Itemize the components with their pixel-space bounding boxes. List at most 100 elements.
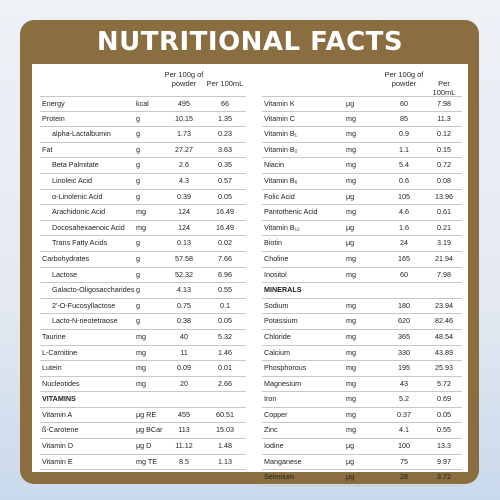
- left-column-header: Per 100g of powder Per 100mL: [40, 68, 246, 96]
- right-column: Per 100g of powder Per 100mL Vitamin K μg…: [262, 68, 462, 486]
- nutrient-name: Vitamin K: [264, 99, 295, 108]
- value-per-100g: 5.2: [399, 394, 409, 404]
- value-per-100g: 57.58: [175, 253, 193, 263]
- value-per-100ml: 0.05: [437, 409, 451, 419]
- value-per-100g: 40: [180, 331, 188, 341]
- nutrient-unit: mg: [346, 378, 356, 388]
- value-per-100g: 4.13: [177, 285, 191, 295]
- nutrient-name: Zinc: [264, 425, 278, 435]
- value-per-100g: 113: [178, 425, 190, 435]
- nutrient-row: Phosphorous mg 195 25.93: [262, 361, 462, 377]
- nutrient-unit: mg: [346, 269, 356, 279]
- nutrient-name: Calcium: [264, 347, 290, 357]
- value-per-100ml: 7.98: [437, 269, 451, 279]
- nutrient-unit: g: [136, 144, 140, 154]
- nutrient-row: Vitamin B₁ mg 0.9 0.12: [262, 127, 462, 143]
- nutrient-row: Vitamin B₂ mg 1.1 0.15: [262, 143, 462, 159]
- value-per-100ml: 0.69: [437, 394, 451, 404]
- nutrient-row: Galacto-Oligosaccharides g 4.13 0.55: [40, 283, 246, 299]
- value-per-100g: 11: [180, 347, 188, 357]
- nutrient-row: Niacin mg 5.4 0.72: [262, 158, 462, 174]
- value-per-100ml: 13.3: [437, 441, 451, 451]
- value-per-100g: 0.6: [399, 175, 409, 185]
- nutrient-name: Vitamin E: [42, 456, 73, 466]
- value-per-100g: 365: [398, 331, 410, 341]
- nutrient-name: Folic Acid: [264, 191, 295, 201]
- value-per-100g: 100: [398, 441, 410, 451]
- nutrient-name: 2'-O-Fucosyllactose: [52, 300, 116, 310]
- value-per-100ml: 7.66: [218, 253, 232, 263]
- page-title: NUTRITIONAL FACTS: [96, 27, 404, 57]
- nutrient-row: Protein g 10.15 1.35: [40, 112, 246, 128]
- nutrient-name: Lacto-N-neotetraose: [52, 316, 118, 326]
- value-per-100g: 0.37: [397, 409, 411, 419]
- nutrient-row: Vitamin C mg 85 11.3: [262, 112, 462, 128]
- nutrient-unit: μg BCar: [136, 425, 163, 435]
- value-per-100g: 0.13: [177, 238, 191, 248]
- nutrient-name: Sodium: [264, 300, 289, 310]
- nutrient-row: Selenium μg 28 3.72: [262, 470, 462, 486]
- nutrient-row: Chloride mg 365 48.54: [262, 330, 462, 346]
- nutrient-unit: g: [136, 160, 140, 170]
- per-100ml-header: Per 100mL: [432, 79, 456, 97]
- nutrient-name: Vitamin B₂: [264, 144, 298, 154]
- nutrient-row: Lutein mg 0.09 0.01: [40, 361, 246, 377]
- nutrient-row: Choline mg 165 21.94: [262, 252, 462, 268]
- value-per-100ml: 3.63: [218, 144, 232, 154]
- nutrient-name: Iron: [264, 394, 277, 404]
- nutrient-unit: g: [136, 191, 140, 201]
- nutrient-unit: mg: [346, 316, 356, 326]
- value-per-100ml: 0.21: [437, 222, 451, 232]
- value-per-100ml: 66: [221, 99, 229, 108]
- value-per-100g: 85: [400, 113, 408, 123]
- nutrient-unit: μg RE: [136, 409, 157, 419]
- nutrient-row: Taurine mg 40 5.32: [40, 330, 246, 346]
- nutrient-row: Vitamin E mg TE 8.5 1.13: [40, 455, 246, 471]
- nutrient-row: L-Carnitine mg 11 1.46: [40, 346, 246, 362]
- nutrient-name: Phosphorous: [264, 363, 307, 373]
- nutrient-row: Arachidonic Acid mg 124 16.49: [40, 205, 246, 221]
- nutrient-name: α-Linolenic Acid: [52, 191, 103, 201]
- nutrient-name: Magnesium: [264, 378, 302, 388]
- nutrient-name: Potassium: [264, 316, 298, 326]
- value-per-100g: 10.15: [175, 113, 193, 123]
- nutrient-name: Choline: [264, 253, 289, 263]
- nutrient-unit: μg D: [136, 441, 152, 451]
- nutrient-row: Vitamin B₆ mg 0.6 0.08: [262, 174, 462, 190]
- value-per-100g: 43: [400, 378, 408, 388]
- nutrient-unit: μg: [346, 222, 355, 232]
- nutrient-row: Biotin μg 24 3.19: [262, 236, 462, 252]
- nutrient-name: Manganese: [264, 456, 302, 466]
- nutrient-unit: mg: [346, 113, 356, 123]
- value-per-100ml: 0.57: [218, 175, 232, 185]
- per-100g-header: Per 100g of powder: [164, 70, 204, 88]
- nutrient-row: Lactose g 52.32 6.96: [40, 268, 246, 284]
- value-per-100g: 495: [178, 99, 190, 108]
- value-per-100g: 195: [398, 363, 410, 373]
- nutrient-unit: mg: [346, 207, 356, 217]
- nutrient-row: Beta Palmitate g 2.6 0.35: [40, 158, 246, 174]
- value-per-100g: 4.1: [399, 425, 409, 435]
- nutrient-name: Protein: [42, 113, 65, 123]
- value-per-100ml: 16.49: [216, 222, 234, 232]
- nutrient-name: Niacin: [264, 160, 284, 170]
- nutrient-name: ß-Carotene: [42, 425, 79, 435]
- nutrient-unit: μg: [346, 99, 355, 108]
- value-per-100g: 0.38: [177, 316, 191, 326]
- nutrient-row: Linoleic Acid g 4.3 0.57: [40, 174, 246, 190]
- nutrient-name: alpha-Lactalbumin: [52, 129, 111, 139]
- nutrient-name: Copper: [264, 409, 288, 419]
- nutrient-name: Vitamin B₆: [264, 175, 298, 185]
- nutrient-unit: g: [136, 129, 140, 139]
- nutrient-unit: mg: [136, 222, 146, 232]
- value-per-100g: 180: [398, 300, 410, 310]
- nutrient-row: Docosahexaenoic Acid mg 124 16.49: [40, 221, 246, 237]
- value-per-100g: 2.6: [179, 160, 189, 170]
- nutrient-row: Iron mg 5.2 0.69: [262, 392, 462, 408]
- value-per-100g: 60: [400, 269, 408, 279]
- nutrient-unit: mg: [346, 331, 356, 341]
- nutrient-unit: μg: [346, 191, 355, 201]
- value-per-100ml: 0.55: [437, 425, 451, 435]
- nutrient-name: Vitamin B₁₂: [264, 222, 300, 232]
- value-per-100ml: 16.49: [216, 207, 234, 217]
